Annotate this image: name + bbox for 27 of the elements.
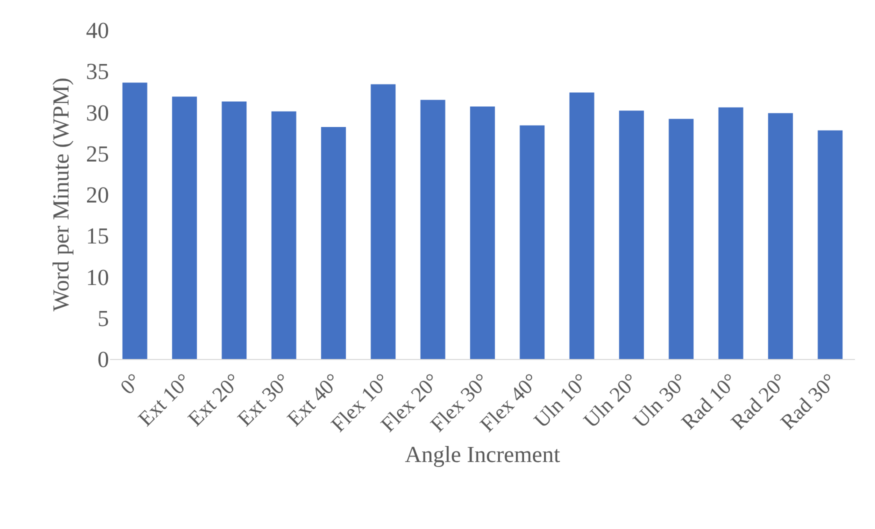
y-tick-label: 40 [86,18,109,44]
y-tick-label: 25 [86,141,109,166]
y-tick-label: 15 [86,224,109,249]
bar [370,84,396,359]
bar [818,130,843,359]
bar [619,110,644,359]
bar [122,82,148,359]
bar [222,102,247,359]
bar [321,127,346,359]
bar [768,113,793,359]
y-axis-title: Word per Minute (WPM) [48,78,74,312]
bar [172,96,197,359]
y-tick-label: 5 [98,306,109,331]
y-tick-label: 20 [86,182,109,208]
bar [569,92,594,359]
y-tick-label: 0 [98,347,109,372]
y-tick-label: 35 [86,59,109,84]
y-tick-label: 10 [86,264,109,290]
bar [520,125,545,359]
x-tick-label: 0° [115,368,146,400]
x-axis-title: Angle Increment [404,442,561,468]
y-tick-label: 30 [86,100,109,126]
bar [470,106,495,359]
bar [718,107,744,359]
bar [271,111,296,359]
bar [420,100,446,359]
bar [668,118,694,359]
